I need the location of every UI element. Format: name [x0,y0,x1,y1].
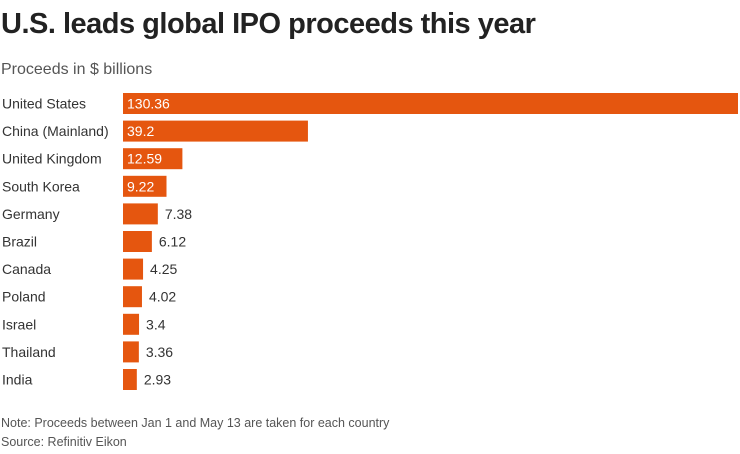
value-label: 7.38 [165,206,192,222]
category-label: China (Mainland) [2,123,109,139]
value-label: 39.2 [127,123,154,139]
bar [123,341,139,363]
bar [123,203,158,225]
chart-subtitle: Proceeds in $ billions [1,61,153,78]
category-label: United States [2,96,86,112]
category-label: Poland [2,289,46,305]
value-label: 4.02 [149,289,176,305]
value-label: 2.93 [144,372,171,388]
bar [123,369,137,390]
category-label: India [2,372,33,388]
bar [123,313,140,335]
bar [123,93,738,114]
value-label: 9.22 [127,178,154,194]
category-label: Brazil [2,234,37,250]
chart-note: Note: Proceeds between Jan 1 and May 13 … [1,416,390,430]
bar [123,148,183,170]
category-label: Thailand [2,344,56,360]
chart-title: U.S. leads global IPO proceeds this year [1,8,536,40]
value-label: 3.4 [146,316,166,332]
value-label: 3.36 [146,344,173,360]
bar [123,175,167,197]
bar [123,231,152,252]
chart-source: Source: Refinitiv Eikon [1,435,127,449]
category-label: South Korea [2,178,80,194]
bar [123,286,142,308]
category-label: Germany [2,206,60,222]
value-label: 6.12 [159,234,186,250]
category-label: Canada [2,261,51,277]
value-label: 130.36 [127,96,170,112]
bar-chart: United States 130.36 China (Mainland) 39.2 U… [2,93,738,390]
category-label: Israel [2,316,36,332]
category-label: United Kingdom [2,151,102,167]
value-label: 4.25 [150,261,177,277]
value-label: 12.59 [127,151,162,167]
bar [123,258,144,280]
bar [123,120,308,142]
